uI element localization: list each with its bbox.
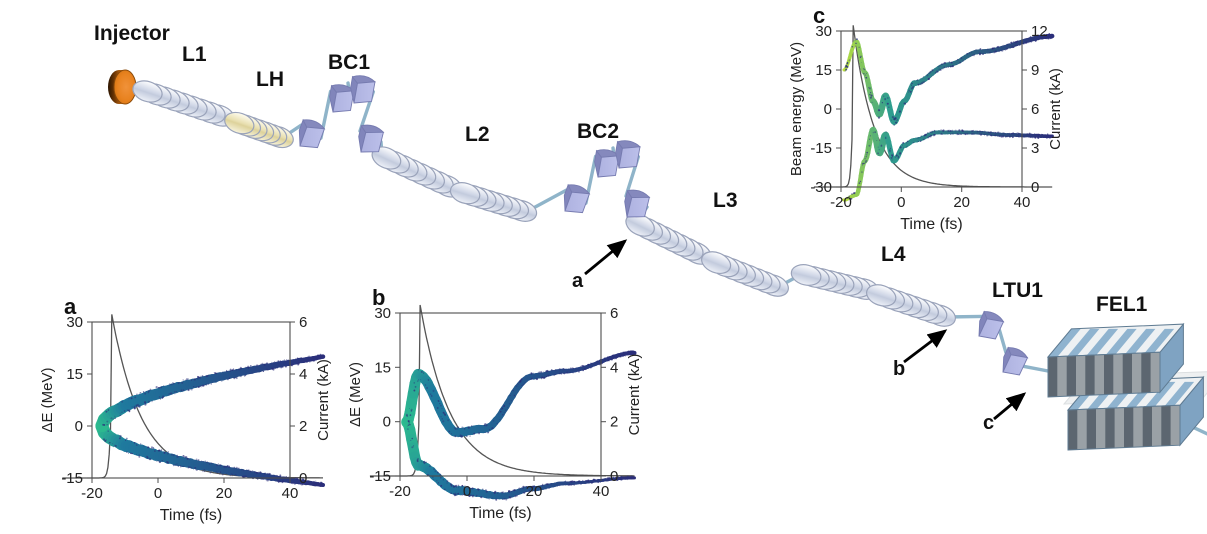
svg-text:-15: -15 — [369, 468, 391, 485]
svg-text:4: 4 — [610, 359, 618, 376]
svg-text:0: 0 — [383, 414, 391, 431]
svg-text:4: 4 — [299, 366, 307, 383]
svg-text:15: 15 — [815, 62, 832, 79]
svg-text:0: 0 — [154, 485, 162, 502]
svg-text:12: 12 — [1031, 23, 1048, 40]
svg-text:Current (kA): Current (kA) — [315, 359, 332, 441]
svg-text:-15: -15 — [810, 140, 832, 157]
svg-text:-20: -20 — [830, 194, 852, 211]
svg-text:Beam energy (MeV): Beam energy (MeV) — [788, 42, 805, 176]
svg-text:6: 6 — [299, 314, 307, 331]
svg-text:a: a — [64, 294, 77, 319]
svg-text:40: 40 — [593, 483, 610, 500]
svg-text:-15: -15 — [61, 470, 83, 487]
svg-text:40: 40 — [282, 485, 299, 502]
svg-text:0: 0 — [463, 483, 471, 500]
svg-text:ΔE (MeV): ΔE (MeV) — [39, 367, 56, 432]
svg-text:0: 0 — [75, 418, 83, 435]
svg-text:6: 6 — [1031, 101, 1039, 118]
svg-text:15: 15 — [66, 366, 83, 383]
svg-text:0: 0 — [299, 470, 307, 487]
svg-text:Current (kA): Current (kA) — [1047, 68, 1064, 150]
svg-text:Time (fs): Time (fs) — [900, 216, 963, 233]
svg-text:Time (fs): Time (fs) — [160, 507, 223, 524]
svg-text:c: c — [813, 3, 825, 28]
svg-text:3: 3 — [1031, 140, 1039, 157]
svg-text:2: 2 — [299, 418, 307, 435]
svg-text:15: 15 — [374, 359, 391, 376]
svg-text:-20: -20 — [81, 485, 103, 502]
svg-text:b: b — [372, 285, 385, 310]
svg-text:6: 6 — [610, 305, 618, 322]
svg-text:20: 20 — [526, 483, 543, 500]
svg-text:0: 0 — [824, 101, 832, 118]
svg-text:ΔE (MeV): ΔE (MeV) — [347, 362, 364, 427]
svg-text:40: 40 — [1014, 194, 1031, 211]
svg-text:2: 2 — [610, 414, 618, 431]
svg-text:0: 0 — [610, 468, 618, 485]
svg-text:0: 0 — [1031, 179, 1039, 196]
svg-text:Time (fs): Time (fs) — [469, 505, 532, 522]
svg-text:-20: -20 — [389, 483, 411, 500]
svg-text:9: 9 — [1031, 62, 1039, 79]
svg-text:-30: -30 — [810, 179, 832, 196]
svg-text:20: 20 — [953, 194, 970, 211]
svg-text:0: 0 — [897, 194, 905, 211]
svg-text:20: 20 — [216, 485, 233, 502]
svg-text:Current (kA): Current (kA) — [626, 354, 643, 436]
